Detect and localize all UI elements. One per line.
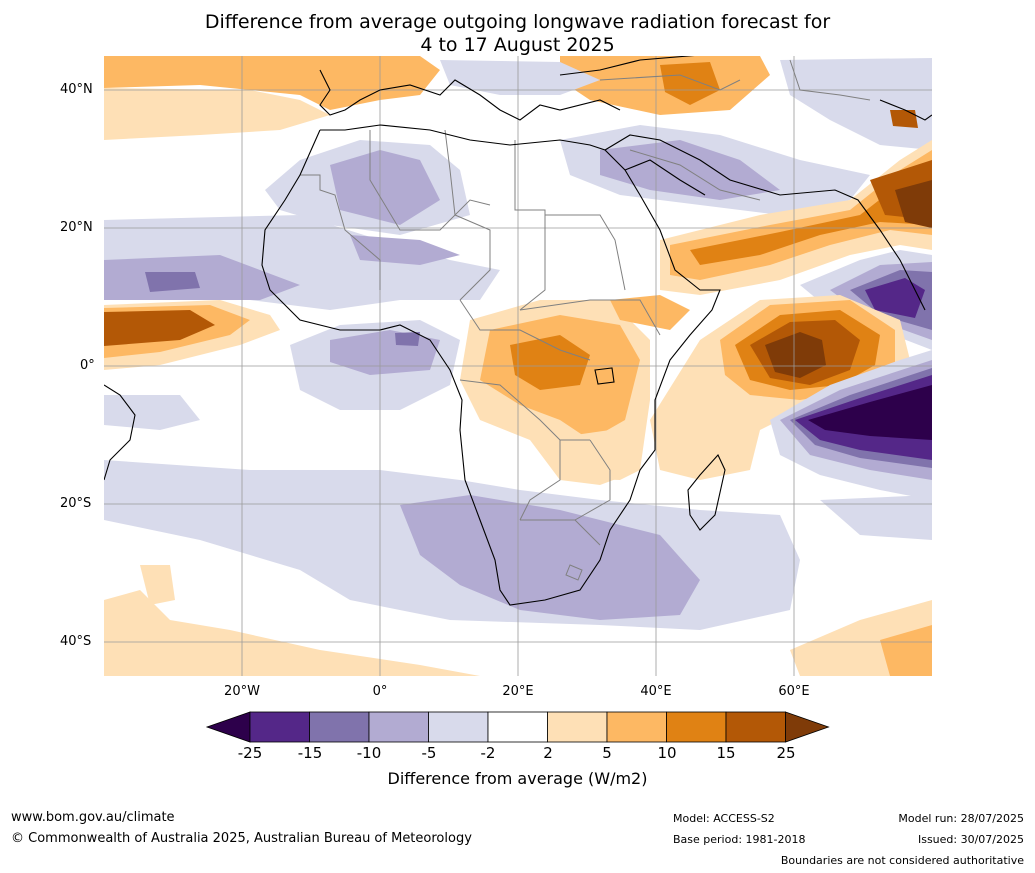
longitude-label: 20°E — [502, 684, 534, 699]
anomaly-area — [440, 60, 600, 95]
coastline — [319, 69, 621, 121]
anomaly-area — [140, 565, 175, 605]
footer-copyright: © Commonwealth of Australia 2025, Austra… — [11, 831, 472, 846]
colorbar-tick-label: 15 — [716, 744, 736, 762]
anomaly-area — [400, 495, 700, 620]
footer-model: Model: ACCESS-S2 — [673, 812, 775, 825]
anomaly-area — [610, 295, 690, 330]
latitude-label: 40°N — [60, 82, 93, 97]
border-line — [574, 439, 611, 521]
colorbar-tick-label: -25 — [237, 744, 263, 762]
colorbar-tick-label: -15 — [297, 744, 323, 762]
anomaly-area — [765, 332, 826, 378]
colorbar-tick-label: 25 — [776, 744, 796, 762]
coastline — [624, 159, 706, 196]
anomaly-area — [395, 332, 420, 346]
colorbar-segment — [428, 711, 489, 743]
longitude-label: 20°W — [224, 684, 260, 699]
colorbar-extend-high — [785, 711, 830, 743]
border-line — [520, 519, 601, 546]
coastline — [261, 124, 721, 606]
anomaly-area — [330, 150, 440, 225]
latitude-label: 0° — [80, 358, 95, 373]
country-borders — [300, 59, 871, 581]
colorbar-tick-label: 5 — [602, 744, 612, 762]
coastline — [879, 99, 932, 121]
map-title-line1: Difference from average outgoing longwav… — [204, 11, 831, 33]
colorbar-segment — [606, 711, 667, 743]
longitude-label: 0° — [372, 684, 388, 699]
coastline — [604, 134, 926, 311]
colorbar-tick-label: -5 — [421, 744, 437, 762]
longitude-label: 60°E — [778, 684, 810, 699]
anomaly-area — [880, 625, 932, 676]
anomaly-area — [104, 88, 330, 140]
footer-url: www.bom.gov.au/climate — [11, 810, 175, 825]
border-line — [459, 379, 590, 441]
colorbar-tick-label: 10 — [657, 744, 677, 762]
footer-base-period: Base period: 1981-2018 — [673, 833, 806, 846]
anomaly-area — [145, 272, 200, 292]
colorbar-extend-low — [205, 711, 251, 743]
border-line — [444, 129, 491, 301]
border-line — [545, 214, 626, 291]
latitude-label: 20°N — [60, 220, 93, 235]
border-line — [459, 299, 591, 361]
colorbar-segment — [487, 711, 548, 743]
map-field — [104, 56, 932, 676]
coastline — [594, 367, 615, 385]
anomaly-area — [808, 385, 932, 440]
anomaly-area — [104, 590, 480, 676]
border-line — [369, 130, 491, 231]
colorbar-title: Difference from average (W/m2) — [387, 769, 648, 788]
border-line — [514, 140, 546, 311]
border-line — [565, 564, 583, 581]
anomaly-area — [660, 62, 720, 105]
anomaly-area — [890, 110, 918, 128]
coastlines — [104, 56, 932, 606]
anomaly-area — [104, 56, 440, 110]
map-title-line2: 4 to 17 August 2025 — [420, 34, 615, 56]
anomaly-area — [820, 495, 932, 540]
border-line — [629, 149, 761, 201]
border-line — [599, 74, 741, 91]
border-line — [519, 299, 661, 336]
footer-issued: Issued: 30/07/2025 — [917, 833, 1024, 846]
colorbar-segment — [368, 711, 429, 743]
colorbar-segment — [309, 711, 370, 743]
footer-model-run: Model run: 28/07/2025 — [898, 812, 1024, 825]
anomaly-area — [780, 58, 932, 150]
graticule — [104, 56, 932, 676]
anomaly-area — [104, 310, 215, 346]
anomaly-area — [895, 180, 932, 228]
coastline — [559, 56, 695, 76]
coastline — [104, 384, 136, 481]
footer-disclaimer: Boundaries are not considered authoritat… — [780, 854, 1024, 867]
latitude-label: 40°S — [60, 634, 92, 649]
anomaly-area — [104, 395, 200, 430]
colorbar-segment — [666, 711, 727, 743]
anomaly-area — [865, 278, 925, 318]
colorbar-segment — [547, 711, 608, 743]
anomaly-area — [510, 335, 590, 390]
border-line — [519, 440, 561, 521]
coastline — [687, 454, 726, 531]
border-line — [300, 174, 381, 290]
border-line — [789, 59, 871, 101]
colorbar-tick-label: -2 — [480, 744, 496, 762]
colorbar-tick-label: 2 — [543, 744, 553, 762]
latitude-label: 20°S — [60, 496, 92, 511]
anomaly-area — [540, 430, 640, 480]
colorbar-tick-label: -10 — [356, 744, 382, 762]
colorbar-segment — [249, 711, 310, 743]
colorbar-segment — [725, 711, 786, 743]
anomaly-area — [690, 165, 932, 265]
longitude-label: 40°E — [640, 684, 672, 699]
